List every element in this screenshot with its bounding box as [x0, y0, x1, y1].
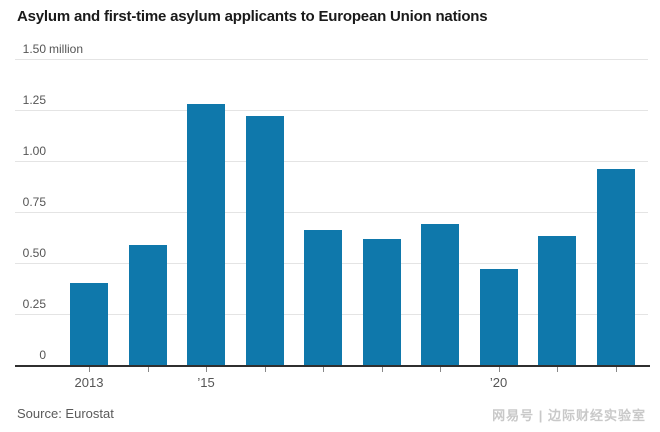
bar-2019 — [421, 224, 459, 365]
x-axis-tick — [89, 367, 90, 372]
gridline — [15, 161, 648, 162]
x-axis-tick — [557, 367, 558, 372]
y-axis-tick-label: 0.25 — [22, 297, 46, 311]
y-axis-tick-label: 1.50 million — [22, 42, 84, 56]
bar-chart-plot: 1.50 million 1.25 1.00 0.75 0.50 0.25 0 2013 ’15 ’… — [15, 42, 650, 390]
x-axis-tick — [615, 367, 617, 372]
bar-2017 — [304, 230, 342, 365]
x-axis-tick — [381, 367, 383, 372]
chart-title: Asylum and first-time asylum applicants … — [17, 8, 488, 25]
y-axis-tick-label: 0 — [39, 348, 46, 362]
y-axis-tick-label: 1.25 — [22, 93, 46, 107]
x-axis-tick — [440, 367, 441, 372]
bar-2020 — [479, 269, 518, 365]
bar-2014 — [128, 245, 167, 365]
x-axis-tick — [206, 367, 207, 372]
x-axis-tick — [147, 367, 149, 372]
x-axis-tick — [323, 367, 324, 372]
bar-2013 — [70, 283, 108, 365]
bar-2021 — [538, 236, 576, 365]
x-axis-tick — [264, 367, 266, 372]
bar-2018 — [362, 239, 401, 365]
gridline — [15, 212, 648, 213]
watermark: 网易号 | 边际财经实验室 — [492, 408, 646, 423]
y-axis-tick-label: 0.75 — [22, 195, 46, 209]
y-axis-tick-label: 1.00 — [22, 144, 46, 158]
gridline — [15, 110, 648, 111]
gridline — [15, 59, 648, 60]
source-note: Source: Eurostat — [17, 406, 114, 421]
bar-2016 — [245, 116, 284, 365]
x-axis-tick-label: ’15 — [197, 375, 215, 390]
bar-2022 — [596, 169, 635, 365]
x-axis-tick-label: 2013 — [74, 375, 104, 390]
x-axis-tick — [498, 367, 500, 372]
x-axis-tick-label: ’20 — [489, 375, 508, 390]
bar-2015 — [187, 104, 225, 365]
x-axis-line — [15, 365, 650, 367]
y-axis-tick-label: 0.50 — [22, 246, 46, 260]
